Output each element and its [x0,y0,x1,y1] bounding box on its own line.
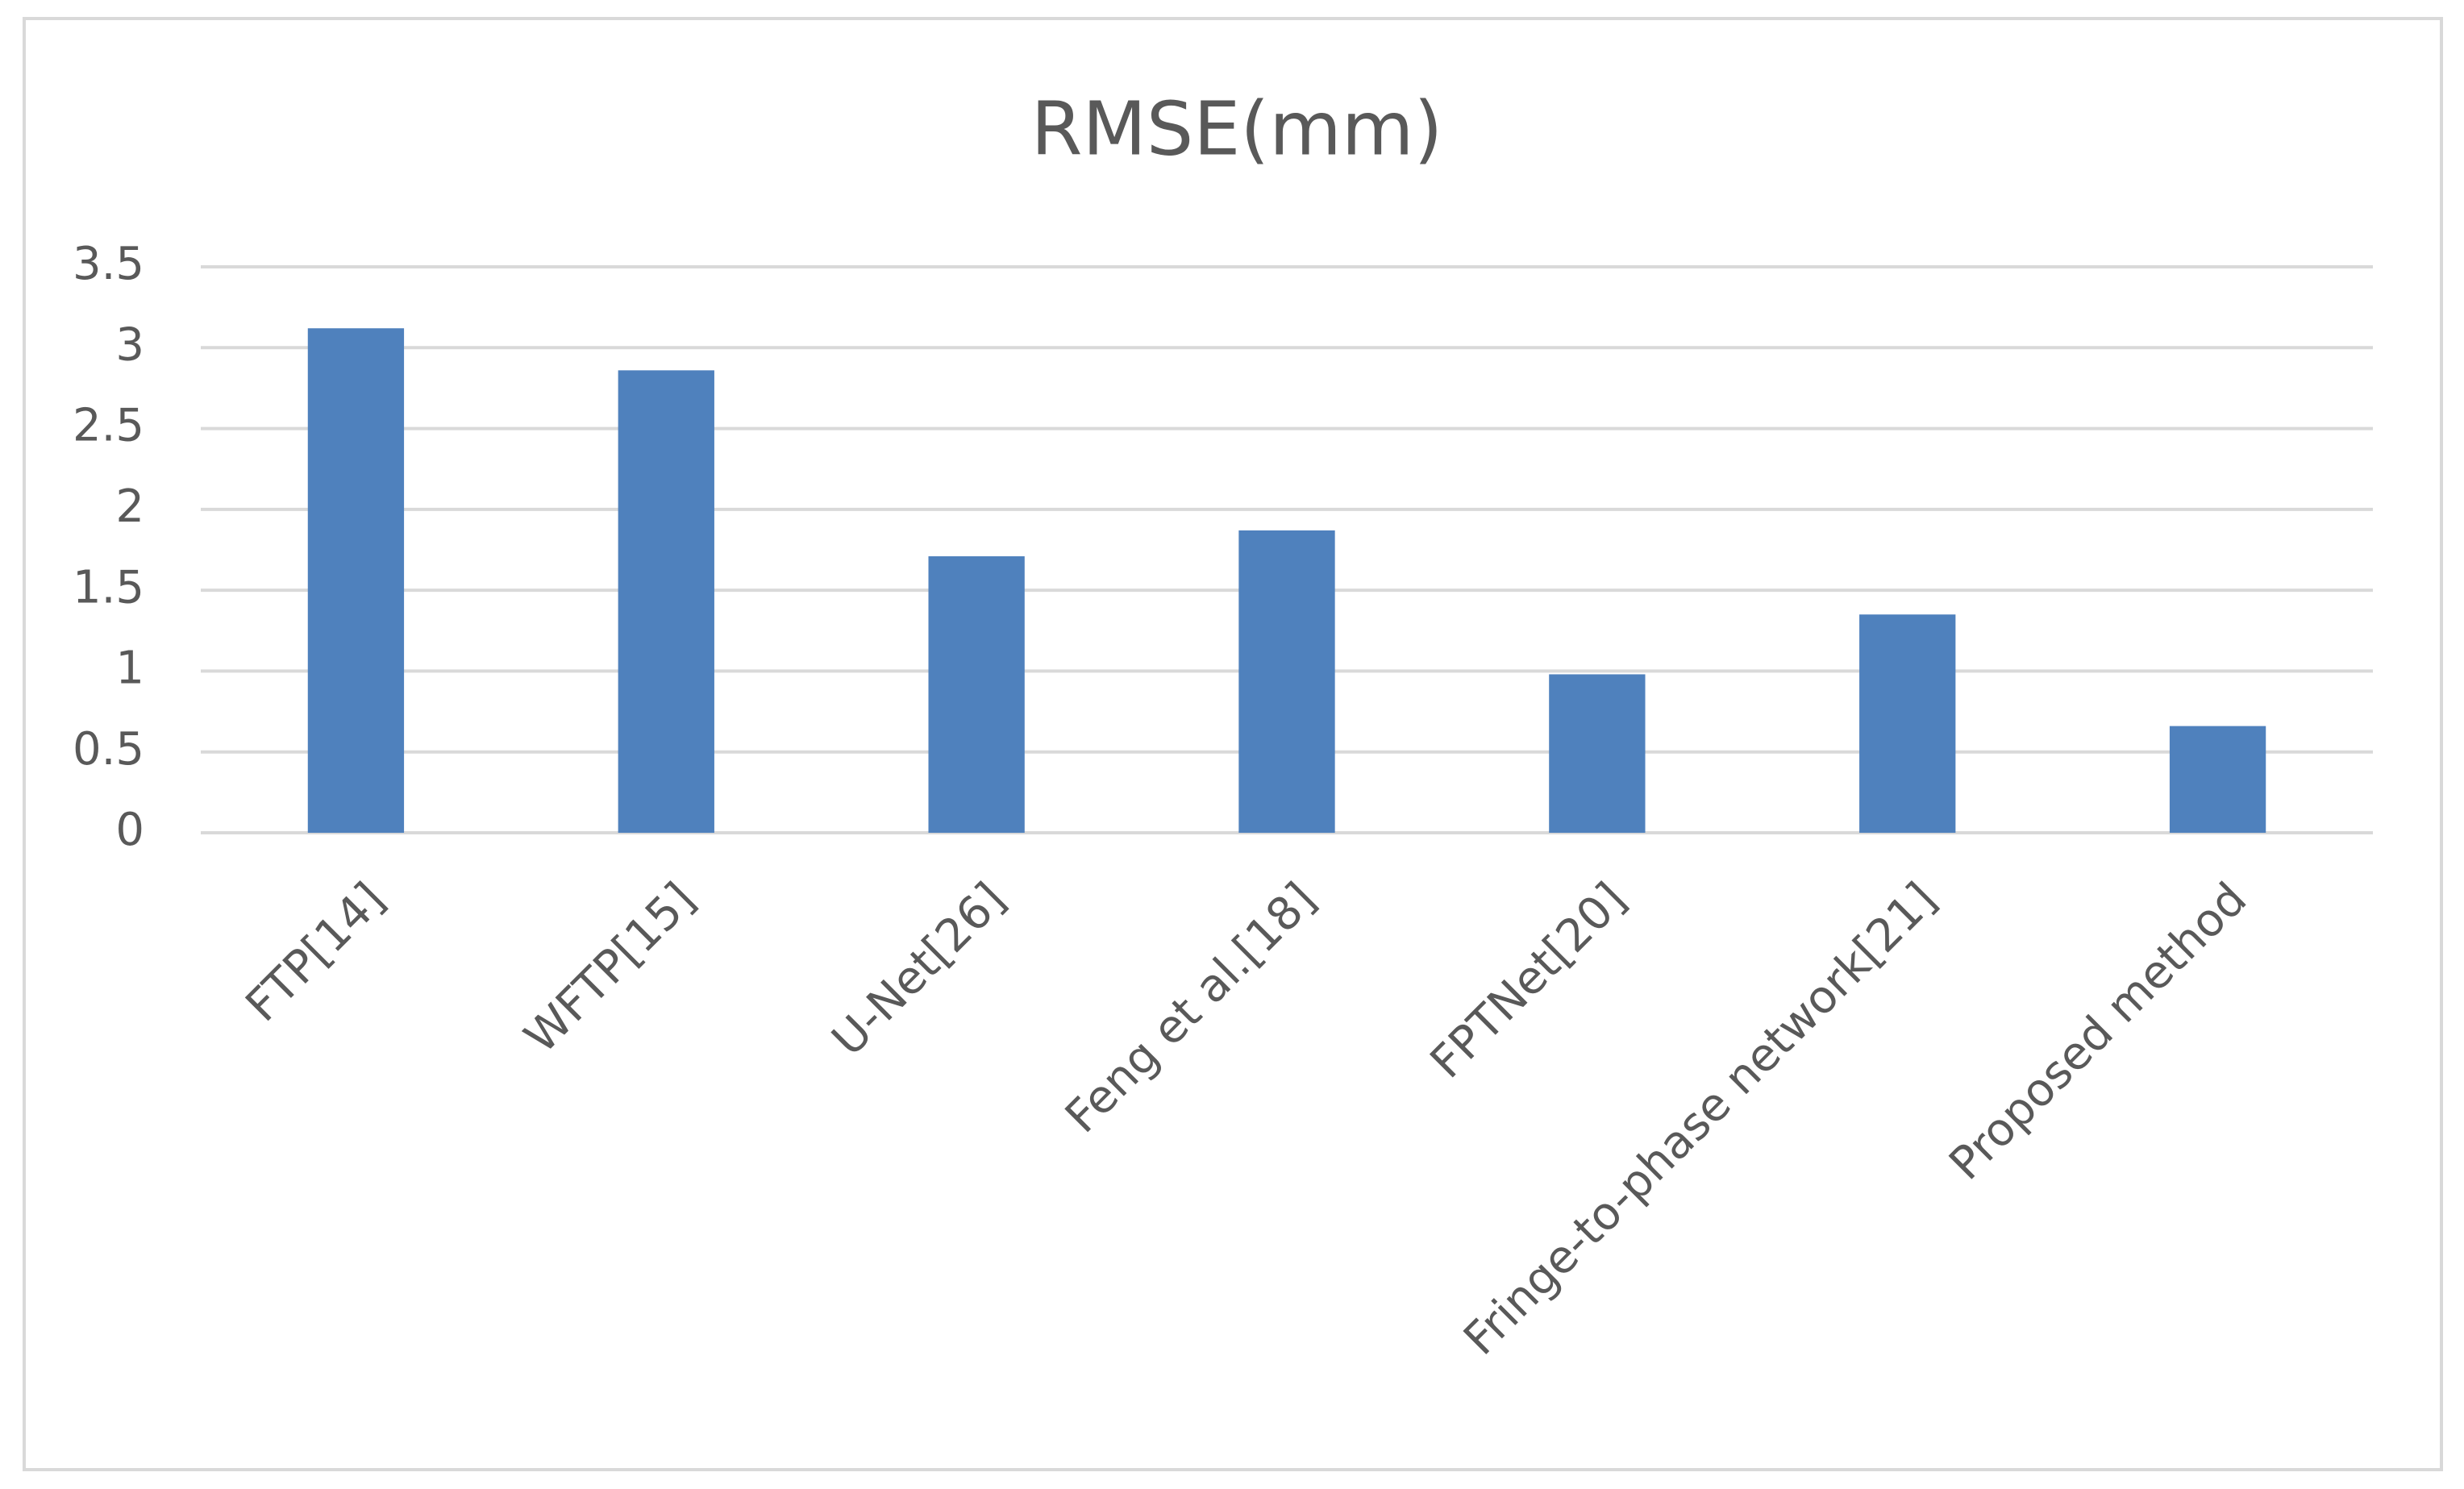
y-tick-label: 0.5 [73,723,144,776]
y-tick-label: 2 [115,480,144,533]
bar [1859,614,1956,833]
bar [1238,530,1335,833]
y-tick-label: 2.5 [73,400,144,452]
bar [618,370,714,833]
chart-border [23,17,2443,1471]
bar [928,556,1025,833]
y-tick-label: 3.5 [73,238,144,290]
chart-title: RMSE(mm) [1031,85,1443,172]
bar [2169,726,2266,833]
y-tick-label: 0 [115,804,144,856]
y-tick-label: 3 [115,318,144,371]
y-tick-label: 1.5 [73,561,144,613]
bar [307,328,405,833]
bar [1549,674,1646,833]
y-tick-label: 1 [115,643,144,695]
